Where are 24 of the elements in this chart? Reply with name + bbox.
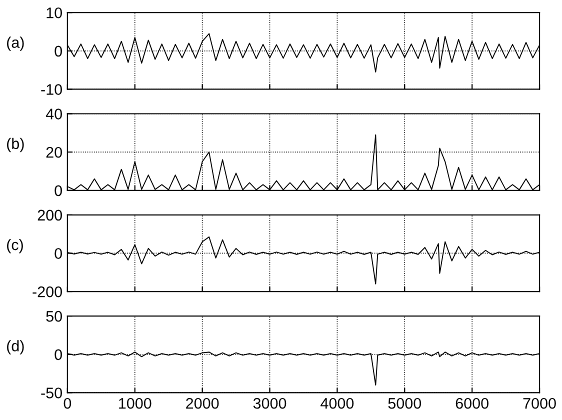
y-tick-label: 0 xyxy=(54,349,62,360)
y-axis-title: (a) xyxy=(7,36,24,51)
y-axis-title: (b) xyxy=(7,138,24,152)
x-tick-label: 4000 xyxy=(320,398,354,409)
y-tick-label: -10 xyxy=(41,84,62,95)
x-tick-label: 5000 xyxy=(388,398,422,409)
y-tick-label: 50 xyxy=(46,310,62,322)
y-tick-label: -50 xyxy=(41,388,62,398)
x-tick-label: 3000 xyxy=(253,398,286,409)
x-tick-label: 0 xyxy=(64,398,72,409)
y-tick-label: -200 xyxy=(32,286,62,298)
x-tick-label: 7000 xyxy=(523,398,556,409)
y-tick-label: 200 xyxy=(38,210,62,221)
x-tick-label: 2000 xyxy=(186,398,219,409)
y-tick-label: 10 xyxy=(46,7,62,18)
y-tick-label: 0 xyxy=(54,248,62,259)
x-tick-label: 6000 xyxy=(456,398,488,409)
y-tick-label: 0 xyxy=(54,185,62,196)
y-tick-label: 40 xyxy=(46,108,62,120)
y-axis-title: (c) xyxy=(7,238,23,254)
y-axis-title: (d) xyxy=(7,340,24,354)
x-tick-label: 1000 xyxy=(119,398,152,409)
y-tick-label: 20 xyxy=(46,146,62,158)
y-tick-label: 0 xyxy=(54,46,62,57)
